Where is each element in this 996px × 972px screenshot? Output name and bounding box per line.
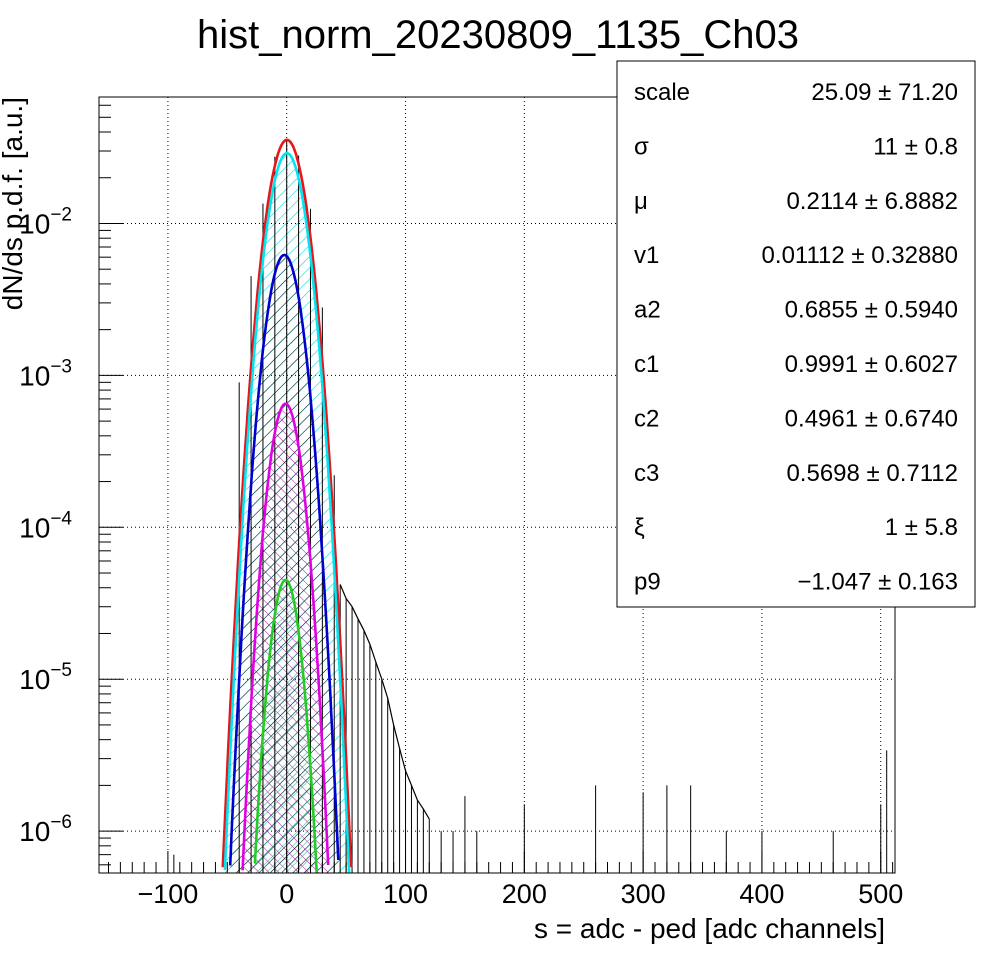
stats-param-name: p9 <box>634 569 661 596</box>
stats-param-name: σ <box>634 133 649 160</box>
y-axis-label: dN/ds p.d.f. [a.u.] <box>0 97 28 310</box>
x-tick-label: 500 <box>858 879 903 909</box>
fit-curve <box>241 402 330 871</box>
stats-param-value: 25.09 ± 71.20 <box>811 79 958 106</box>
y-tick-label: 10−3 <box>19 356 72 391</box>
stats-param-name: c3 <box>634 460 659 487</box>
stats-param-name: c1 <box>634 351 659 378</box>
x-tick-label: 400 <box>739 879 784 909</box>
stats-param-value: 0.4961 ± 0.6740 <box>785 405 958 432</box>
x-axis: −100 0 100 200 300 400 500 <box>108 851 903 909</box>
stats-param-value: 0.6855 ± 0.5940 <box>785 297 958 324</box>
x-axis-label: s = adc - ped [adc channels] <box>534 913 885 944</box>
stats-param-value: 0.5698 ± 0.7112 <box>786 460 958 487</box>
chart-title: hist_norm_20230809_1135_Ch03 <box>197 13 799 57</box>
stats-param-value: 11 ± 0.8 <box>873 133 958 160</box>
stats-param-name: c2 <box>634 405 659 432</box>
fit-stats-box: scale 25.09 ± 71.20 σ 11 ± 0.8 μ 0.2114 ± 6.8… <box>616 60 976 608</box>
y-tick-label: 10−2 <box>19 204 72 239</box>
fit-curve <box>221 138 353 868</box>
stats-param-name: v1 <box>634 242 659 269</box>
y-tick-label: 10−5 <box>19 660 72 695</box>
y-axis: 10−6 10−5 10−4 10−3 10−2 <box>19 104 123 866</box>
stats-param-value: 0.01112 ± 0.32880 <box>762 242 958 269</box>
stats-param-name: a2 <box>634 297 661 324</box>
fit-curve <box>223 151 351 873</box>
stats-param-value: 1 ± 5.8 <box>885 514 958 541</box>
x-tick-label: 0 <box>279 879 294 909</box>
y-tick-label: 10−4 <box>19 508 72 543</box>
stats-param-name: μ <box>634 188 648 215</box>
fit-curves <box>221 138 353 873</box>
stats-param-value: −1.047 ± 0.163 <box>797 569 958 596</box>
x-tick-label: 200 <box>502 879 547 909</box>
stats-param-name: ξ <box>634 514 645 541</box>
x-tick-label: −100 <box>137 879 198 909</box>
x-tick-label: 100 <box>383 879 428 909</box>
stats-param-name: scale <box>634 79 690 106</box>
stats-param-value: 0.9991 ± 0.6027 <box>785 351 958 378</box>
x-tick-label: 300 <box>621 879 666 909</box>
stats-param-value: 0.2114 ± 6.8882 <box>786 188 958 215</box>
histogram-tail <box>339 584 430 820</box>
fit-curve <box>253 578 318 873</box>
fit-curve <box>228 253 340 866</box>
y-tick-label: 10−6 <box>19 812 72 847</box>
